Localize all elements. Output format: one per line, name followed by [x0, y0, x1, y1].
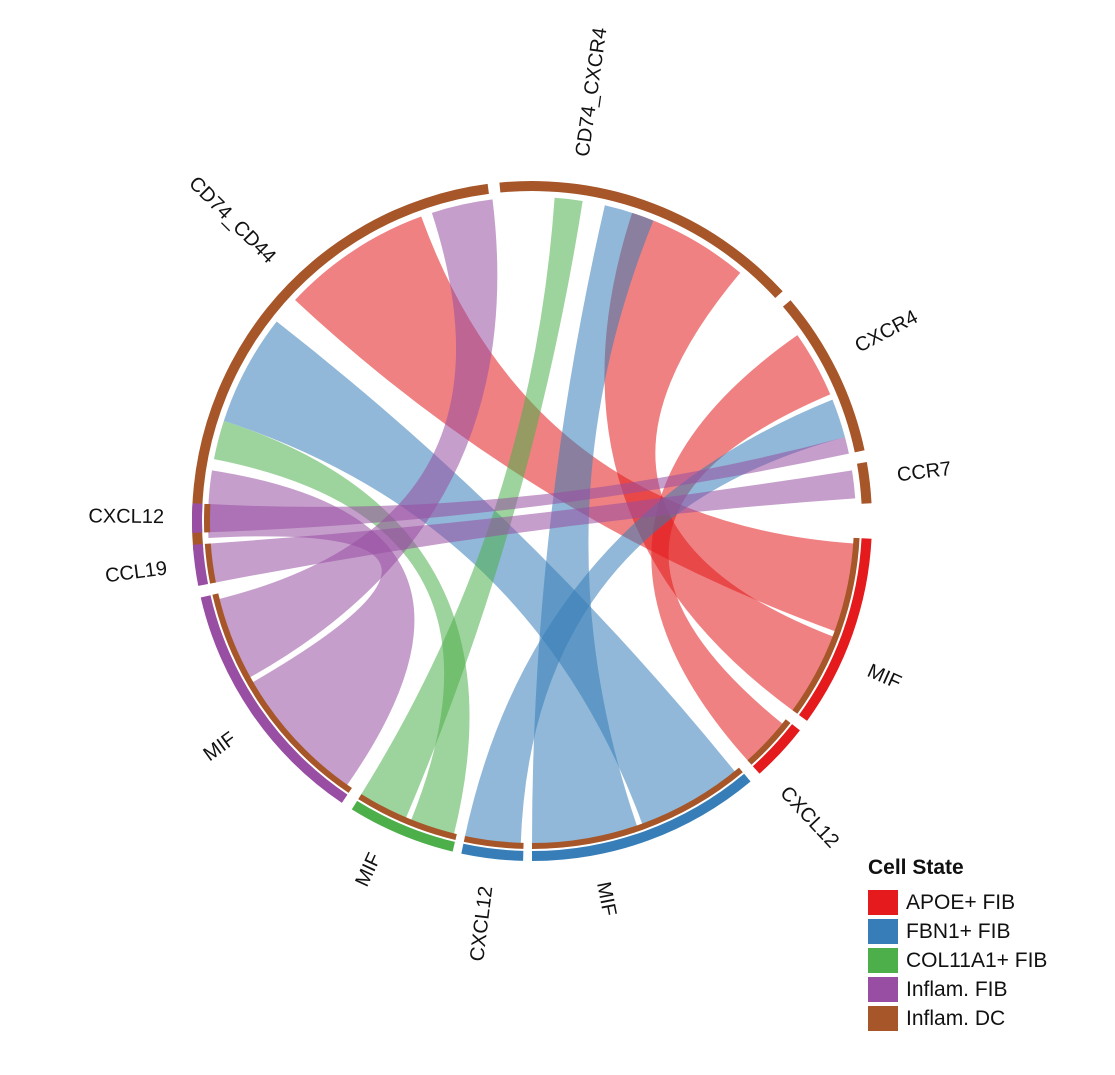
legend-label: COL11A1+ FIB [906, 948, 1048, 972]
sector-label-cd74_cd44: CD74_CD44 [184, 172, 280, 268]
legend-label: FBN1+ FIB [906, 919, 1011, 943]
chord-link-inflam_cxcl12-to-cxcr4 [207, 437, 849, 533]
sector-label-inflam_ccl19: CCL19 [104, 557, 169, 587]
chord-link-inflam_mif-to-cd74_cxcr4 [217, 199, 498, 679]
legend-item-apoe-fib: APOE+ FIB [868, 888, 1047, 917]
chord-link-fbn1_cxcl12-to-cxcr4 [464, 399, 845, 845]
sector-arc-col11_mif [351, 800, 455, 852]
chord-link-fbn1_mif-to-cd74_cd44 [223, 321, 736, 826]
chord-link-col11_mif-to-cd74_cxcr4 [360, 197, 583, 820]
legend-item-inflam-fib: Inflam. FIB [868, 975, 1047, 1004]
sector-arc-fbn1_cxcl12 [461, 843, 524, 861]
chord-link-inflam_ccl19-to-ccr7 [208, 470, 856, 583]
chord-link-apoe_cxcl12-to-cxcr4 [651, 335, 831, 762]
sector-label-apoe_mif: MIF [864, 660, 904, 694]
legend-swatch [868, 890, 898, 915]
sector-arc-inflam_cxcl12 [192, 503, 203, 533]
legend-swatch [868, 919, 898, 944]
sector-arc-cd74_cxcr4 [499, 181, 783, 299]
chord-link-col11_mif-to-cd74_cd44 [213, 420, 470, 836]
sector-arc-ccr7 [856, 461, 872, 504]
sector-label-ccr7: CCR7 [896, 458, 953, 486]
sector-arc-inflam_mif [200, 595, 348, 803]
chord-link-fbn1_mif-to-cd74_cxcr4 [532, 205, 654, 846]
legend: Cell State APOE+ FIB FBN1+ FIB COL11A1+ … [868, 856, 1047, 1033]
sector-arc-fbn1_mif [532, 773, 751, 861]
legend-title: Cell State [868, 856, 964, 879]
sector-inner-arc-fbn1_cxcl12 [463, 835, 524, 849]
legend-item-inflam-dc: Inflam. DC [868, 1004, 1047, 1033]
sector-label-inflam_cxcl12: CXCL12 [88, 505, 164, 528]
sector-label-inflam_mif: MIF [200, 728, 241, 766]
legend-swatch [868, 1006, 898, 1031]
legend-label: APOE+ FIB [906, 890, 1016, 914]
sector-label-cxcr4: CXCR4 [851, 306, 921, 357]
sector-inner-arc-inflam_ccl19 [204, 543, 216, 584]
chord-link-inflam_mif-to-cd74_cd44 [207, 470, 415, 787]
sector-inner-arc-col11_mif [358, 794, 457, 840]
chord-sector-arcs [191, 181, 872, 861]
legend-item-col11a1-fib: COL11A1+ FIB [868, 946, 1047, 975]
legend-swatch [868, 948, 898, 973]
legend-item-fbn1-fib: FBN1+ FIB [868, 917, 1047, 946]
sector-inner-arc-inflam_cxcl12 [204, 503, 211, 533]
chord-link-apoe_mif-to-cd74_cxcr4 [604, 212, 835, 712]
sector-label-apoe_cxcl12: CXCL12 [775, 782, 843, 852]
sector-label-fbn1_cxcl12: CXCL12 [466, 885, 497, 963]
sector-inner-arc-apoe_cxcl12 [747, 719, 791, 765]
sector-label-cd74_cxcr4: CD74_CXCR4 [572, 26, 612, 158]
sector-arc-cxcr4 [782, 300, 865, 453]
sector-inner-arc-apoe_mif [792, 537, 860, 714]
sector-arc-apoe_cxcl12 [752, 724, 800, 774]
legend-label: Inflam. FIB [906, 977, 1008, 1001]
legend-label: Inflam. DC [906, 1006, 1006, 1030]
legend-swatch [868, 977, 898, 1002]
chord-links [207, 197, 856, 846]
sector-label-fbn1_mif: MIF [592, 880, 620, 918]
sector-label-col11_mif: MIF [351, 850, 385, 891]
chord-link-apoe_mif-to-cd74_cd44 [295, 216, 856, 632]
sector-arc-apoe_mif [798, 538, 872, 721]
sector-arc-inflam_ccl19 [192, 544, 209, 586]
